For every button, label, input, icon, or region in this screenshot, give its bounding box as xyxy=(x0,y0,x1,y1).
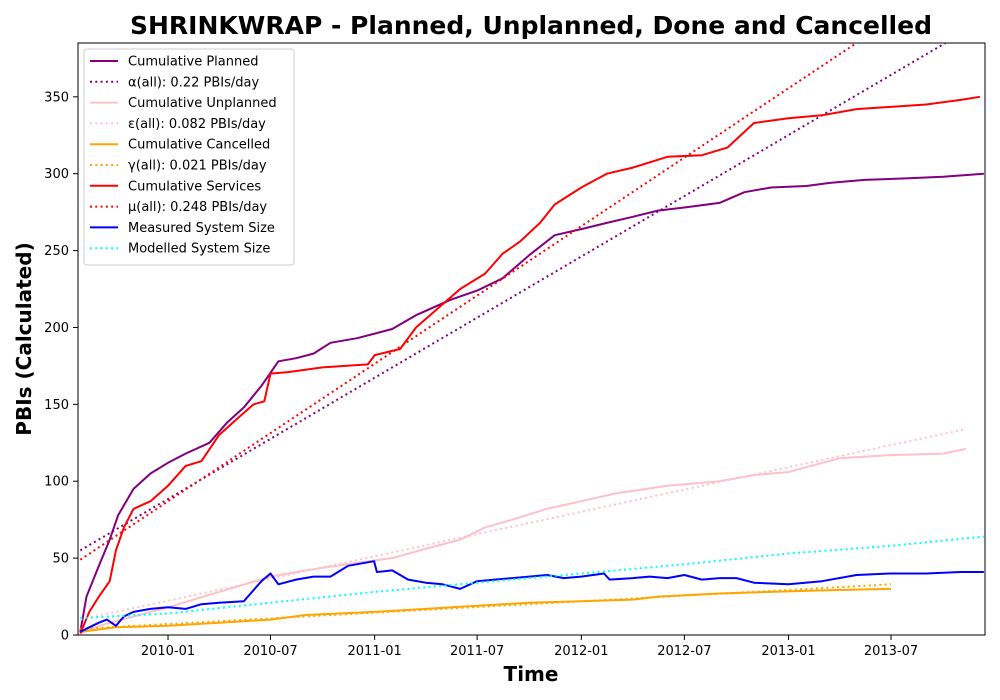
legend-box xyxy=(83,48,295,266)
x-tick-label: 2012-07 xyxy=(657,644,711,659)
legend-entry-label: Cumulative Planned xyxy=(128,55,258,70)
y-tick-label: 0 xyxy=(61,629,69,644)
series-line-modelled-system-size xyxy=(80,535,984,620)
y-tick-label: 200 xyxy=(44,321,69,336)
series-line-all-0-248-pbis-day xyxy=(79,43,858,561)
x-tick-label: 2011-07 xyxy=(450,644,504,659)
series-line-cumulative-unplanned xyxy=(79,447,967,635)
plot-frame xyxy=(77,42,986,636)
x-tick-label: 2010-07 xyxy=(243,644,297,659)
y-tick-label: 250 xyxy=(44,244,69,259)
legend: Cumulative Planned α(all): 0.22 PBIs/day C… xyxy=(83,48,295,266)
series-line-all-0-021-pbis-day xyxy=(80,583,892,630)
y-tick-label: 50 xyxy=(52,552,69,567)
x-axis-ticks: 2010-01 2010-07 2011-01 2011-07 2012-01 2012-… xyxy=(141,635,918,659)
x-tick-label: 2013-01 xyxy=(761,644,815,659)
legend-entry-label: Cumulative Unplanned xyxy=(128,96,277,111)
series-line-cumulative-planned xyxy=(79,172,984,633)
x-tick-label: 2010-01 xyxy=(141,644,195,659)
series-line-cumulative-services xyxy=(79,95,981,634)
x-axis-label: Time xyxy=(504,662,559,686)
x-tick-label: 2013-07 xyxy=(864,644,918,659)
x-tick-label: 2011-01 xyxy=(348,644,402,659)
x-tick-label: 2012-01 xyxy=(554,644,608,659)
legend-entry-label: Measured System Size xyxy=(128,221,275,236)
y-tick-label: 350 xyxy=(44,90,69,105)
legend-entry-label: α(all): 0.22 PBIs/day xyxy=(128,75,259,90)
legend-entry-label: Cumulative Cancelled xyxy=(128,138,270,153)
y-tick-label: 300 xyxy=(44,167,69,182)
series-line-measured-system-size xyxy=(79,560,984,633)
y-tick-label: 100 xyxy=(44,475,69,490)
y-axis-ticks: 0 50 100 150 200 250 300 350 xyxy=(44,90,78,644)
legend-entry-label: Cumulative Services xyxy=(128,179,261,194)
y-tick-label: 150 xyxy=(44,398,69,413)
y-axis-label: PBIs (Calculated) xyxy=(12,242,36,435)
legend-entry-label: μ(all): 0.248 PBIs/day xyxy=(128,200,267,215)
legend-entry-label: ε(all): 0.082 PBIs/day xyxy=(128,117,266,132)
legend-entry-label: Modelled System Size xyxy=(128,242,270,257)
series-line-cumulative-cancelled xyxy=(80,587,892,633)
chart-title: SHRINKWRAP - Planned, Unplanned, Done an… xyxy=(130,11,932,40)
legend-entry-label: γ(all): 0.021 PBIs/day xyxy=(128,159,267,174)
plot-area xyxy=(79,43,984,635)
